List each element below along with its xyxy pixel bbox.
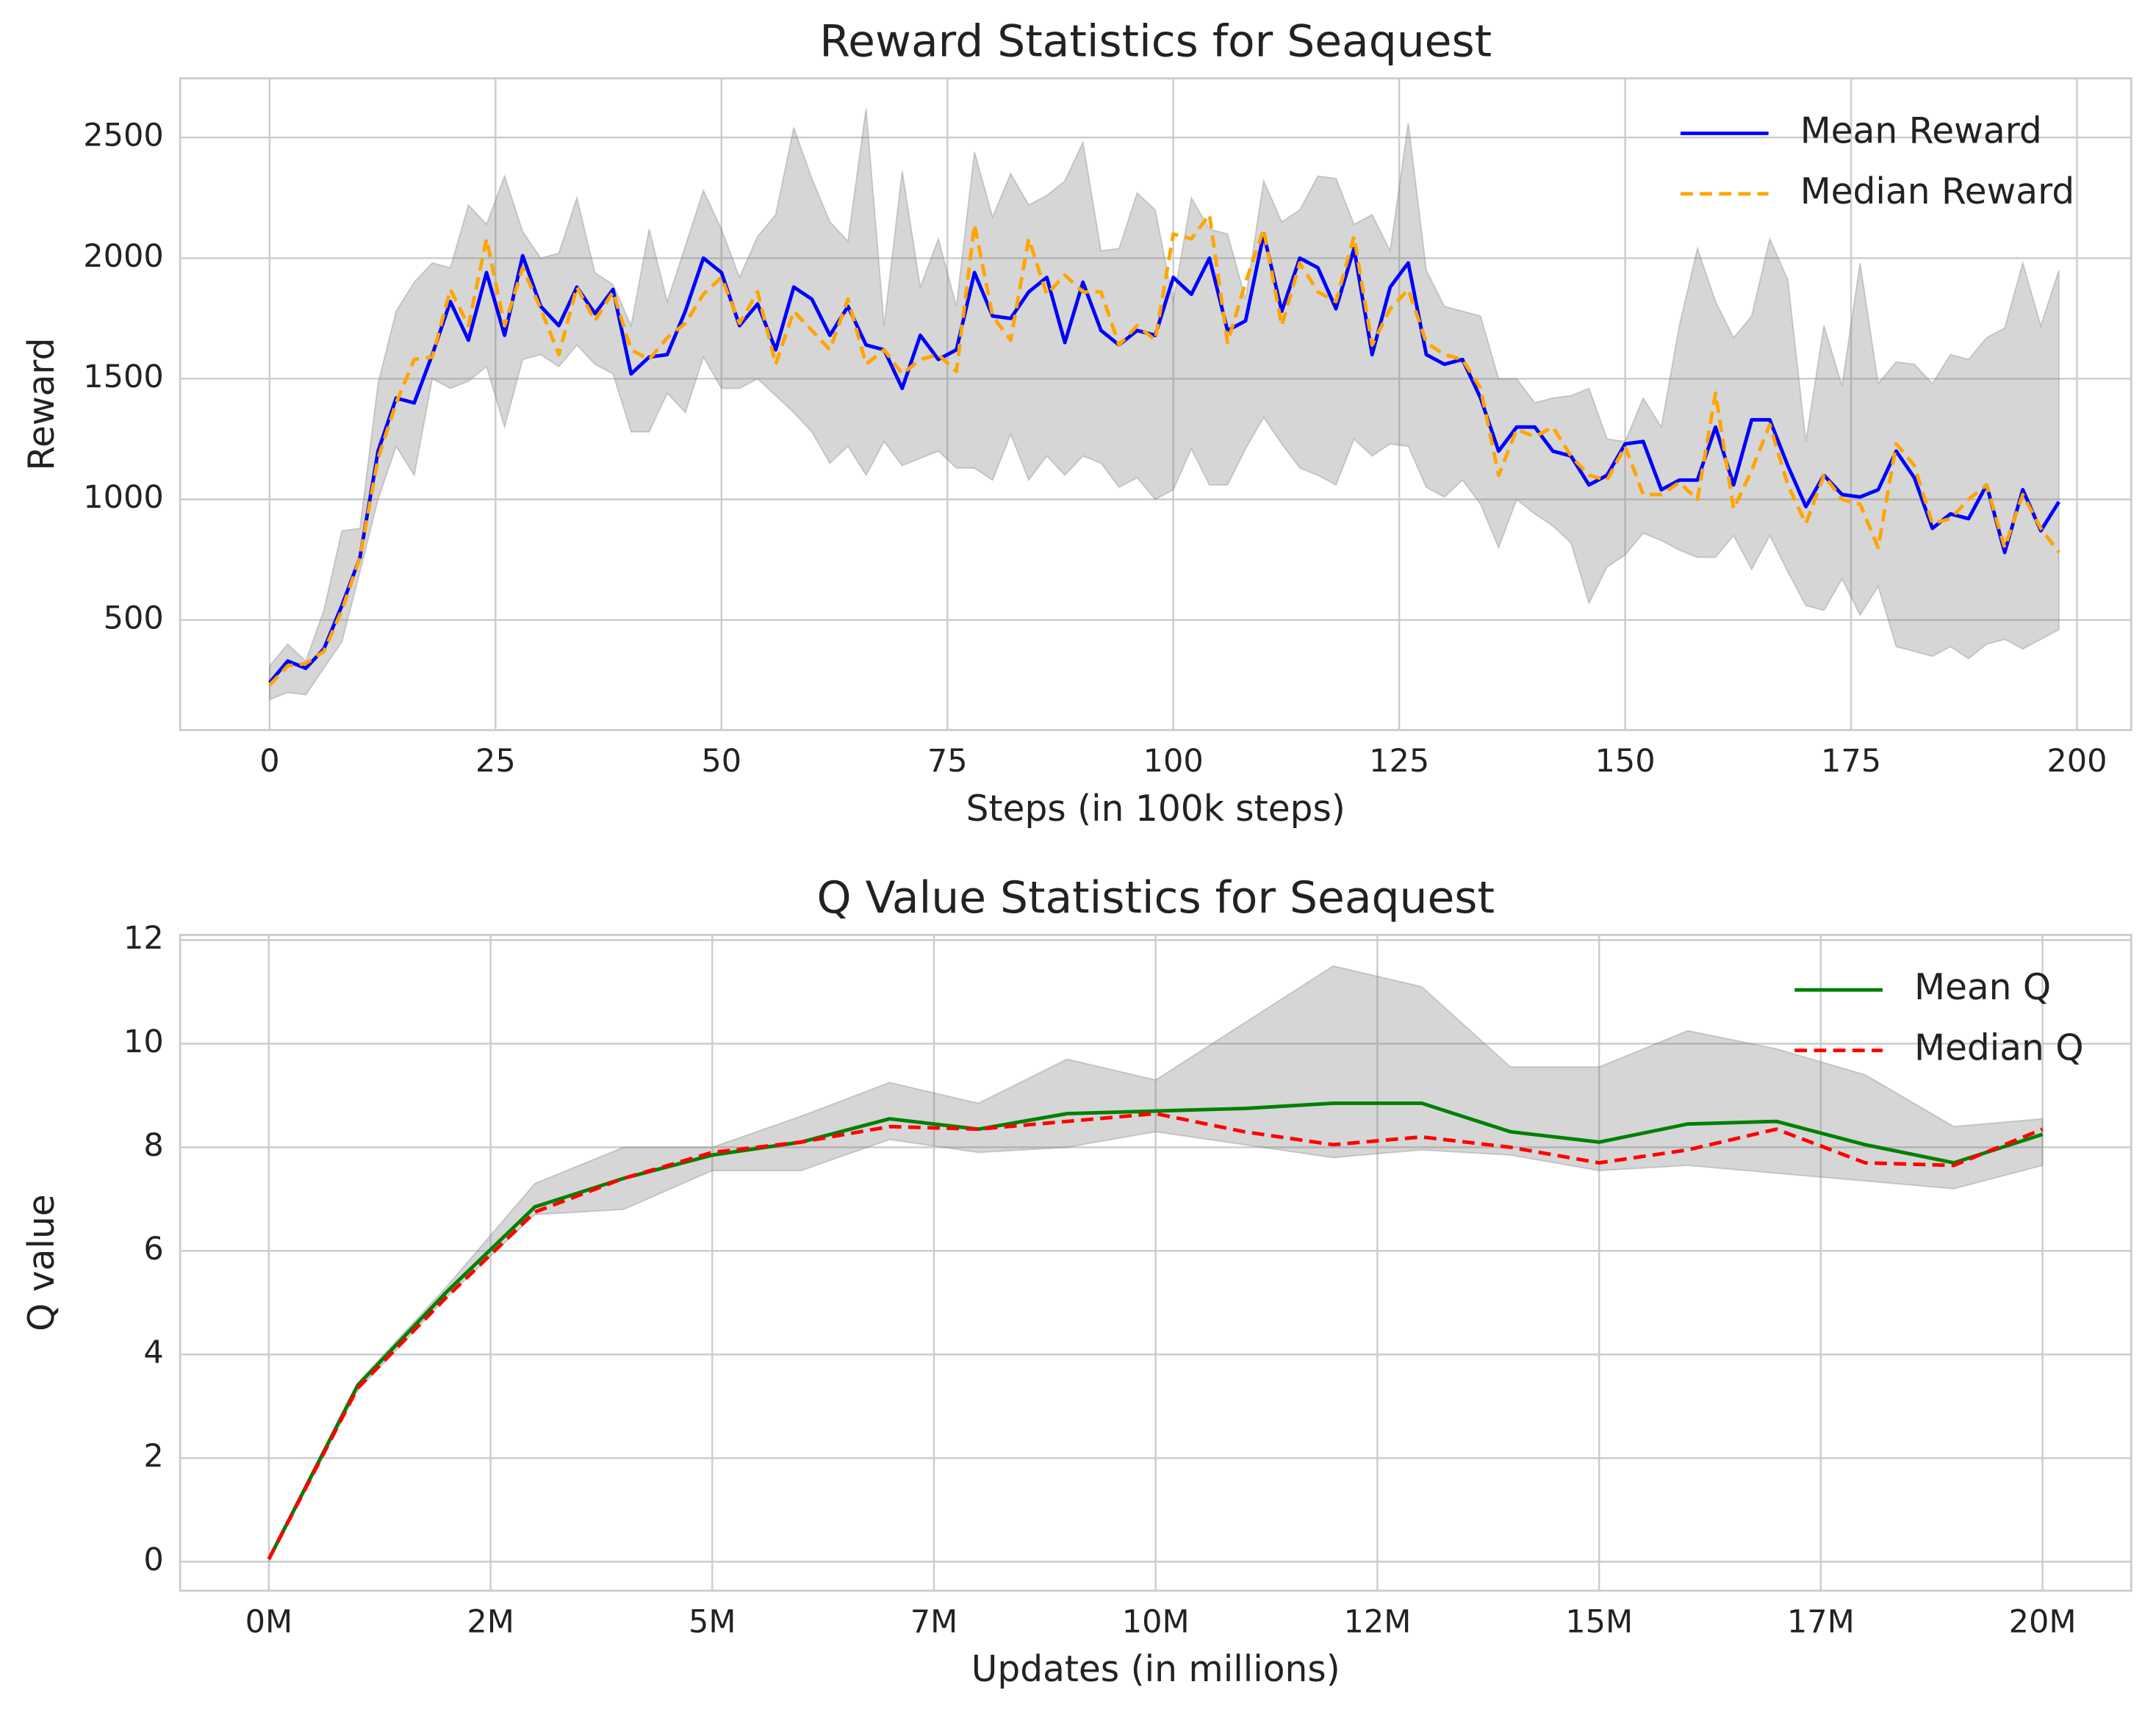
legend-label: Mean Reward: [1800, 110, 2042, 151]
x-tick-label: 200: [2047, 743, 2107, 780]
x-tick-label: 20M: [2009, 1603, 2077, 1640]
x-tick-label: 125: [1369, 743, 1429, 780]
x-tick-label: 75: [927, 743, 968, 780]
x-axis-label: Updates (in millions): [971, 1649, 1340, 1690]
y-tick-label: 0: [143, 1542, 163, 1578]
y-tick-label: 1000: [83, 479, 163, 516]
y-axis-label: Reward: [21, 338, 62, 471]
x-tick-label: 2M: [467, 1603, 514, 1640]
y-tick-label: 8: [143, 1127, 163, 1164]
y-tick-label: 4: [143, 1334, 163, 1371]
series-line: [268, 212, 2060, 687]
chart-title: Reward Statistics for Seaquest: [819, 15, 1492, 67]
y-tick-label: 10: [123, 1024, 164, 1060]
y-tick-label: 1500: [83, 359, 163, 395]
x-tick-label: 100: [1143, 743, 1204, 780]
x-tick-label: 150: [1595, 743, 1656, 780]
y-tick-label: 12: [123, 920, 164, 957]
legend-label: Median Q: [1914, 1028, 2084, 1069]
x-tick-label: 5M: [689, 1603, 736, 1640]
x-axis-label: Steps (in 100k steps): [966, 788, 1345, 830]
series-line: [268, 232, 2060, 684]
x-tick-label: 25: [475, 743, 516, 780]
y-tick-label: 2000: [83, 238, 163, 275]
range-band: [268, 108, 2060, 701]
x-tick-label: 7M: [910, 1603, 957, 1640]
x-tick-label: 50: [701, 743, 741, 780]
x-tick-label: 10M: [1122, 1603, 1190, 1640]
x-tick-label: 15M: [1565, 1603, 1633, 1640]
y-tick-label: 2: [143, 1438, 163, 1475]
axes-frame: [179, 933, 2132, 1592]
legend-label: Mean Q: [1914, 967, 2051, 1008]
legend-label: Median Reward: [1800, 171, 2074, 212]
y-tick-label: 6: [143, 1231, 163, 1268]
y-tick-label: 500: [104, 600, 164, 636]
x-tick-label: 0: [259, 743, 279, 780]
series-line: [267, 1112, 2044, 1560]
range-band: [267, 965, 2044, 1562]
x-tick-label: 0M: [245, 1603, 292, 1640]
x-tick-label: 175: [1821, 743, 1881, 780]
chart-title: Q Value Statistics for Seaquest: [816, 872, 1494, 924]
x-tick-label: 12M: [1344, 1603, 1412, 1640]
plot-area: [180, 78, 2132, 730]
axes-frame: [179, 77, 2132, 731]
series-line: [267, 1101, 2044, 1560]
y-axis-label: Q value: [21, 1194, 62, 1331]
y-tick-label: 2500: [83, 118, 163, 154]
x-tick-label: 17M: [1787, 1603, 1855, 1640]
